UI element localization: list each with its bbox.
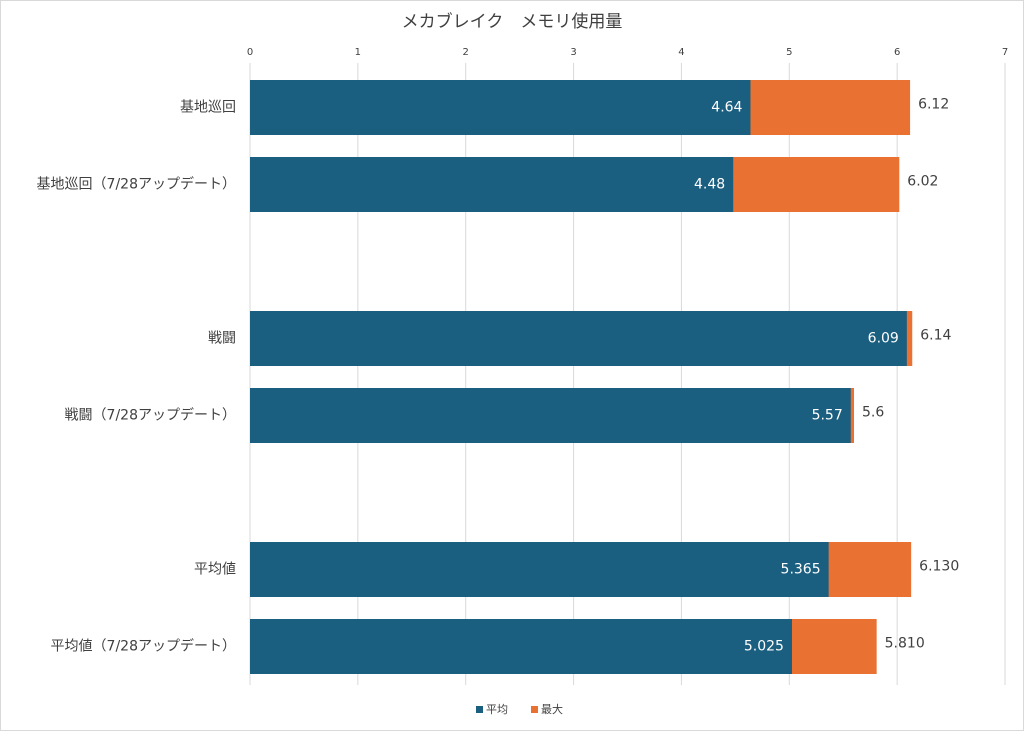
legend-swatch xyxy=(531,706,538,713)
data-label: 6.02 xyxy=(907,174,938,190)
chart-title: メカブレイク メモリ使用量 xyxy=(402,11,623,32)
x-tick-label: 6 xyxy=(894,47,900,58)
bar xyxy=(250,157,734,212)
data-label: 6.130 xyxy=(919,559,959,575)
data-label: 6.09 xyxy=(868,331,899,347)
data-label: 5.025 xyxy=(744,639,784,655)
bar xyxy=(250,619,792,674)
data-label: 5.365 xyxy=(781,562,821,578)
data-label: 5.6 xyxy=(862,405,884,421)
x-tick-label: 5 xyxy=(786,47,792,58)
legend-label: 最大 xyxy=(541,702,563,716)
data-label: 5.57 xyxy=(812,408,843,424)
data-label: 6.14 xyxy=(920,328,951,344)
y-tick-label: 平均値 xyxy=(194,562,236,578)
x-tick-label: 4 xyxy=(678,47,684,58)
bar xyxy=(250,80,751,135)
x-tick-label: 2 xyxy=(463,47,469,58)
y-tick-label: 戦闘（7/28アップデート） xyxy=(65,407,236,424)
legend-label: 平均 xyxy=(486,703,508,716)
data-label: 5.810 xyxy=(885,636,925,652)
data-label: 4.64 xyxy=(711,100,742,116)
x-tick-label: 1 xyxy=(355,47,361,58)
x-tick-label: 7 xyxy=(1002,47,1008,58)
y-tick-label: 基地巡回 xyxy=(180,99,236,116)
bar xyxy=(250,388,851,443)
y-tick-label: 基地巡回（7/28アップデート） xyxy=(37,176,236,193)
data-label: 4.48 xyxy=(694,177,725,193)
bar xyxy=(250,542,829,597)
y-tick-label: 戦闘 xyxy=(208,331,236,347)
data-label: 6.12 xyxy=(918,97,949,113)
x-tick-label: 0 xyxy=(247,47,253,58)
legend-swatch xyxy=(476,706,483,713)
y-tick-label: 平均値（7/28アップデート） xyxy=(51,638,236,655)
bar xyxy=(250,311,907,366)
x-tick-label: 3 xyxy=(570,47,576,58)
